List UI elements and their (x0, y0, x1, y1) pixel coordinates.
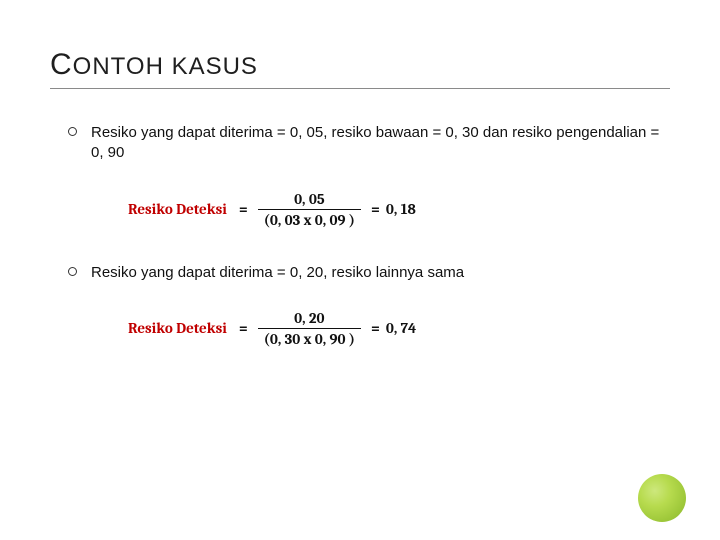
title-block: CONTOH KASUS (50, 48, 670, 89)
formula-result: 0, 74 (386, 319, 416, 337)
numerator: 0, 05 (288, 190, 331, 209)
bullet-text: Resiko yang dapat diterima = 0, 20, resi… (91, 263, 464, 283)
fraction: 0, 05 (0, 03 x 0, 09 ) (258, 190, 361, 229)
title-rest-1: ONTOH (73, 53, 172, 80)
equals-icon: = (371, 319, 380, 337)
denominator: (0, 03 x 0, 09 ) (258, 209, 361, 229)
content-body: Resiko yang dapat diterima = 0, 05, resi… (50, 123, 670, 348)
equals-icon: = (239, 200, 248, 218)
formula-label: Resiko Deteksi (128, 319, 227, 337)
formula: Resiko Deteksi = 0, 20 (0, 30 x 0, 90 ) … (128, 309, 416, 348)
title-cap-1: C (50, 48, 73, 81)
formula: Resiko Deteksi = 0, 05 (0, 03 x 0, 09 ) … (128, 190, 416, 229)
formula-result: 0, 18 (386, 200, 416, 218)
corner-decoration-icon (638, 474, 686, 522)
equals-icon: = (239, 319, 248, 337)
formula-block: Resiko Deteksi = 0, 05 (0, 03 x 0, 09 ) … (128, 190, 670, 229)
slide: CONTOH KASUS Resiko yang dapat diterima … (0, 0, 720, 540)
fraction: 0, 20 (0, 30 x 0, 90 ) (258, 309, 361, 348)
title-underline (50, 88, 670, 89)
formula-label: Resiko Deteksi (128, 200, 227, 218)
numerator: 0, 20 (288, 309, 330, 328)
page-title: CONTOH KASUS (50, 48, 670, 82)
bullet-circle-icon (68, 127, 77, 136)
equals-icon: = (371, 200, 380, 218)
list-item: Resiko yang dapat diterima = 0, 05, resi… (68, 123, 670, 164)
bullet-circle-icon (68, 267, 77, 276)
formula-block: Resiko Deteksi = 0, 20 (0, 30 x 0, 90 ) … (128, 309, 670, 348)
title-rest-2: KASUS (172, 53, 258, 80)
denominator: (0, 30 x 0, 90 ) (258, 328, 361, 348)
bullet-text: Resiko yang dapat diterima = 0, 05, resi… (91, 123, 670, 164)
list-item: Resiko yang dapat diterima = 0, 20, resi… (68, 263, 670, 283)
